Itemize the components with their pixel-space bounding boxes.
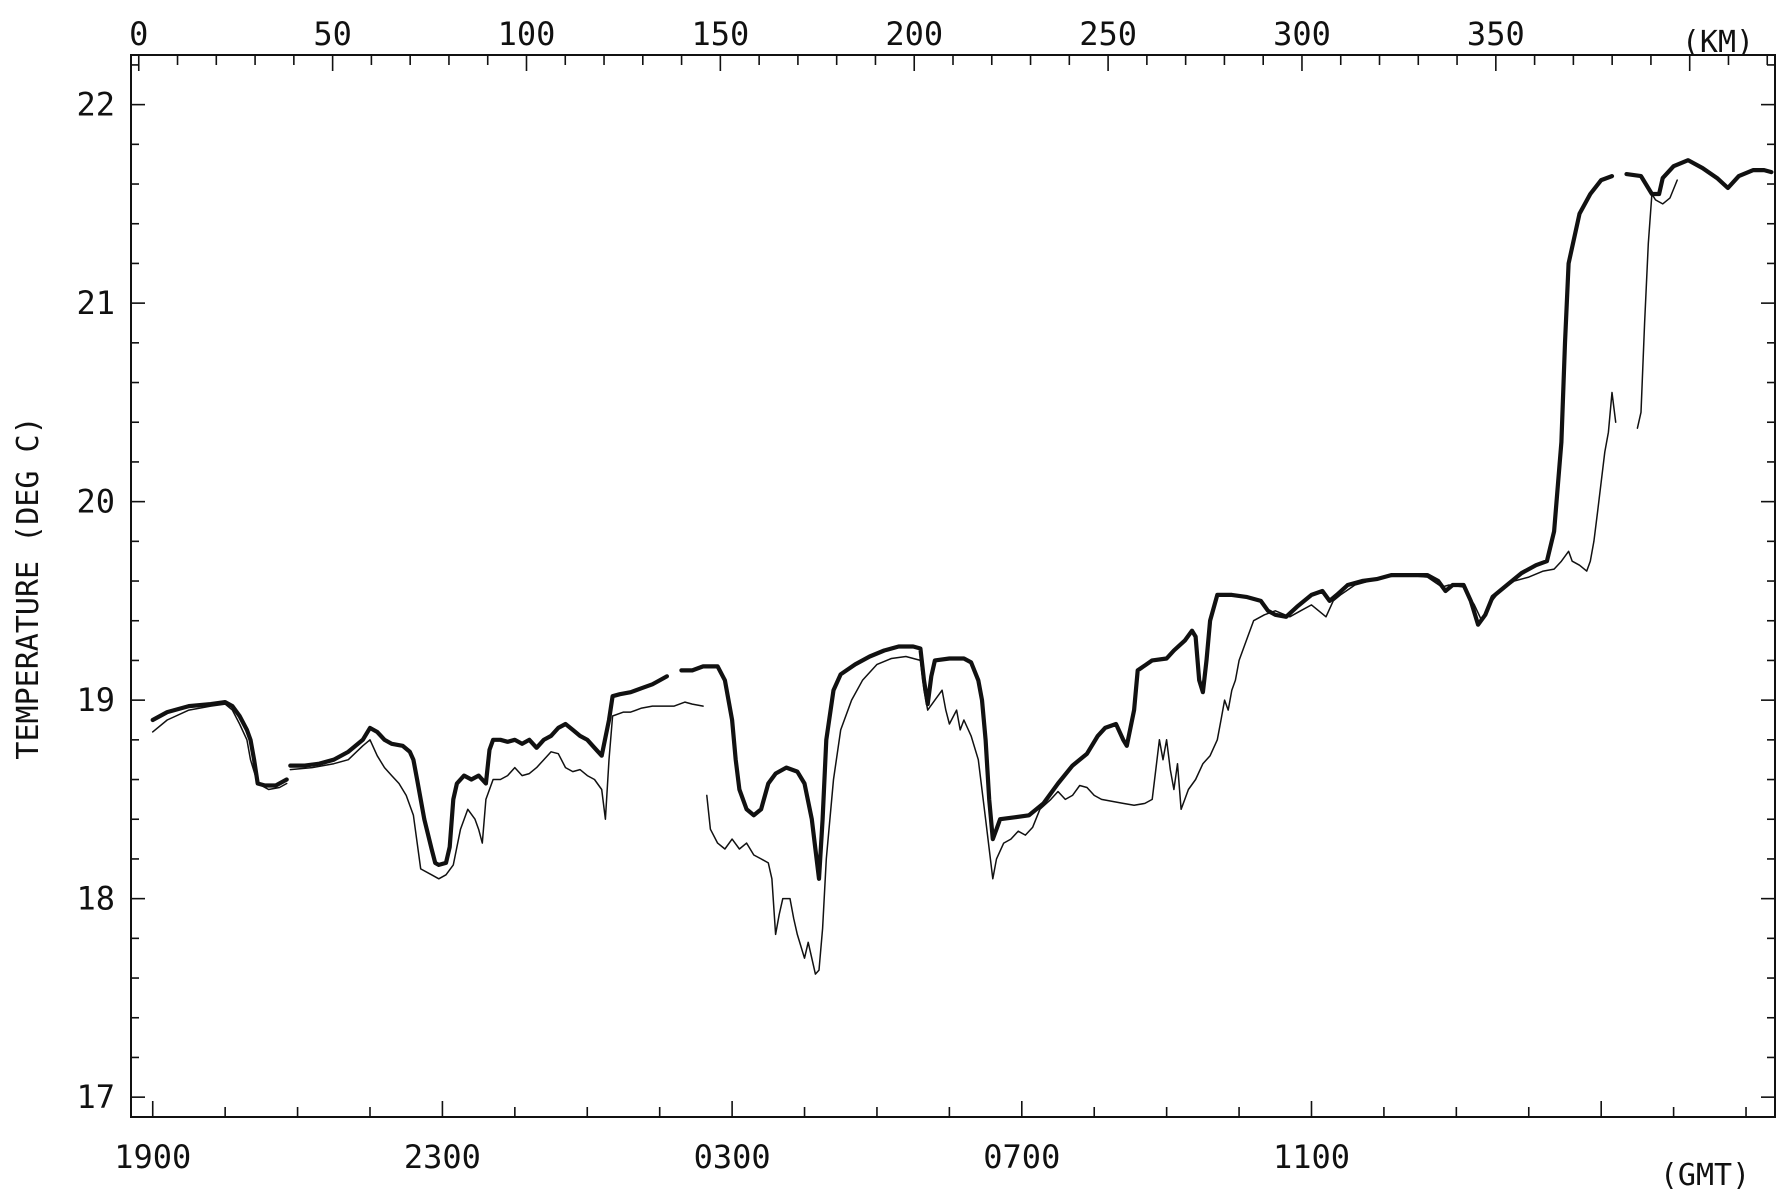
km-tick-label: 50	[313, 15, 352, 53]
km-tick-label: 300	[1273, 15, 1331, 53]
km-tick-label: 100	[498, 15, 556, 53]
tick-marks	[131, 55, 1775, 1117]
km-tick-label: 150	[691, 15, 749, 53]
tick-labels: TEMPERATURE (DEG C) (GMT) (KM) 17 18 19 20 2…	[11, 15, 1754, 1193]
y-tick-label: 19	[76, 681, 115, 719]
series-segment	[1636, 179, 1678, 429]
km-tick-label: 200	[885, 15, 943, 53]
series-segment	[706, 391, 1617, 975]
series-segment	[150, 700, 289, 788]
y-tick-label: 17	[76, 1078, 115, 1116]
y-tick-label: 20	[76, 483, 115, 521]
y-axis-label: TEMPERATURE (DEG C)	[11, 416, 46, 759]
series-layer	[150, 158, 1774, 975]
series-segment	[1624, 158, 1774, 197]
x-tick-label: 1100	[1273, 1138, 1350, 1176]
km-tick-label: 350	[1467, 15, 1525, 53]
series-segment	[679, 174, 1615, 881]
series-thin-line	[151, 179, 1678, 975]
x-tick-label: 1900	[114, 1138, 191, 1176]
y-tick-label: 18	[76, 880, 115, 918]
series-segment	[289, 701, 704, 880]
x-tick-label: 0300	[694, 1138, 771, 1176]
x-top-unit-label: (KM)	[1682, 25, 1754, 60]
series-thick-line	[150, 158, 1774, 881]
y-tick-label: 21	[76, 284, 115, 322]
x-tick-label: 2300	[404, 1138, 481, 1176]
series-segment	[288, 674, 669, 867]
km-tick-label: 0	[129, 15, 148, 53]
plot-frame	[130, 54, 1776, 1118]
x-bottom-unit-label: (GMT)	[1660, 1158, 1750, 1193]
x-tick-label: 0700	[983, 1138, 1060, 1176]
y-tick-label: 22	[76, 86, 115, 124]
series-segment	[151, 703, 288, 791]
km-tick-label: 250	[1079, 15, 1137, 53]
